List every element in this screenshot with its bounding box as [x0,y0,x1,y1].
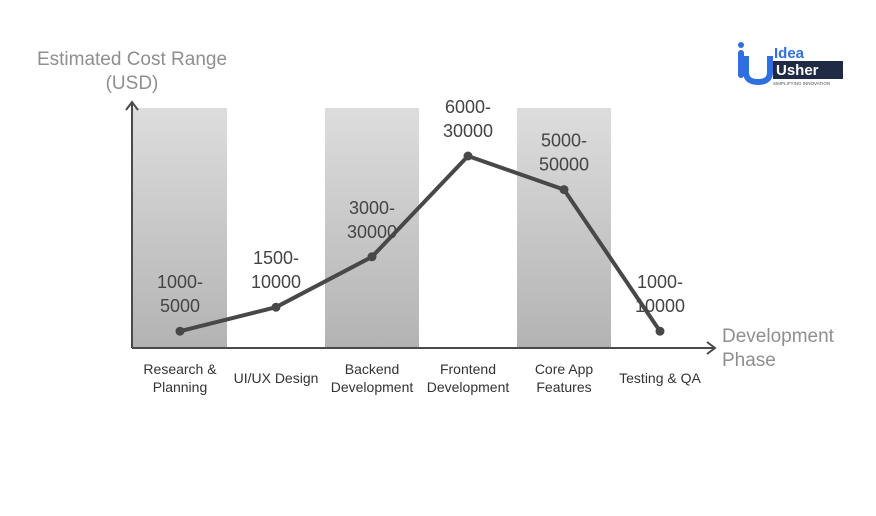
category-label-3: Frontend Development [427,361,510,395]
data-point-4 [559,185,569,195]
logo-usher-box [773,61,843,79]
range-label-4: 5000-50000 [539,131,589,175]
data-point-2 [367,252,377,262]
data-point-3 [463,151,473,161]
range-label-2: 3000-30000 [347,198,397,242]
category-label-1: UI/UX Design [234,370,319,386]
idea-usher-logo: Idea Usher SIMPLIFYING INNOVATION [738,42,843,86]
data-point-0 [175,326,185,336]
category-label-4: Core App Features [535,361,594,395]
logo-tagline: SIMPLIFYING INNOVATION [773,81,830,86]
y-axis-label: Estimated Cost Range (USD) [22,48,242,96]
x-axis-arrow [706,341,717,355]
logo-u-shape [743,56,773,86]
y-axis-label-line1: Estimated Cost Range [36,49,228,70]
x-axis-label: Development Phase [722,325,834,373]
data-point-1 [271,302,281,312]
range-label-3: 6000-30000 [443,97,493,141]
x-axis-label-line1: Development [722,326,834,347]
x-axis-label-line2: Phase [722,350,776,371]
y-axis-label-line2: (USD) [105,73,159,94]
cost-line [178,154,662,334]
logo-i-stem [738,50,744,78]
category-label-2: Backend Development [331,361,414,395]
shaded-column-4 [517,108,611,348]
range-label-5: 1000-10000 [635,272,685,316]
logo-line2: Usher [776,62,819,79]
logo-line1: Idea [774,45,805,62]
category-label-5: Testing & QA [619,370,701,386]
shaded-column-0 [133,108,227,348]
data-point-5 [655,326,665,336]
category-label-0: Research & Planning [143,361,217,395]
y-axis-arrow [125,100,139,111]
shaded-column-2 [325,108,419,348]
range-label-1: 1500-10000 [251,248,301,292]
logo-i-dot [738,42,744,48]
range-label-0: 1000-5000 [157,272,203,316]
